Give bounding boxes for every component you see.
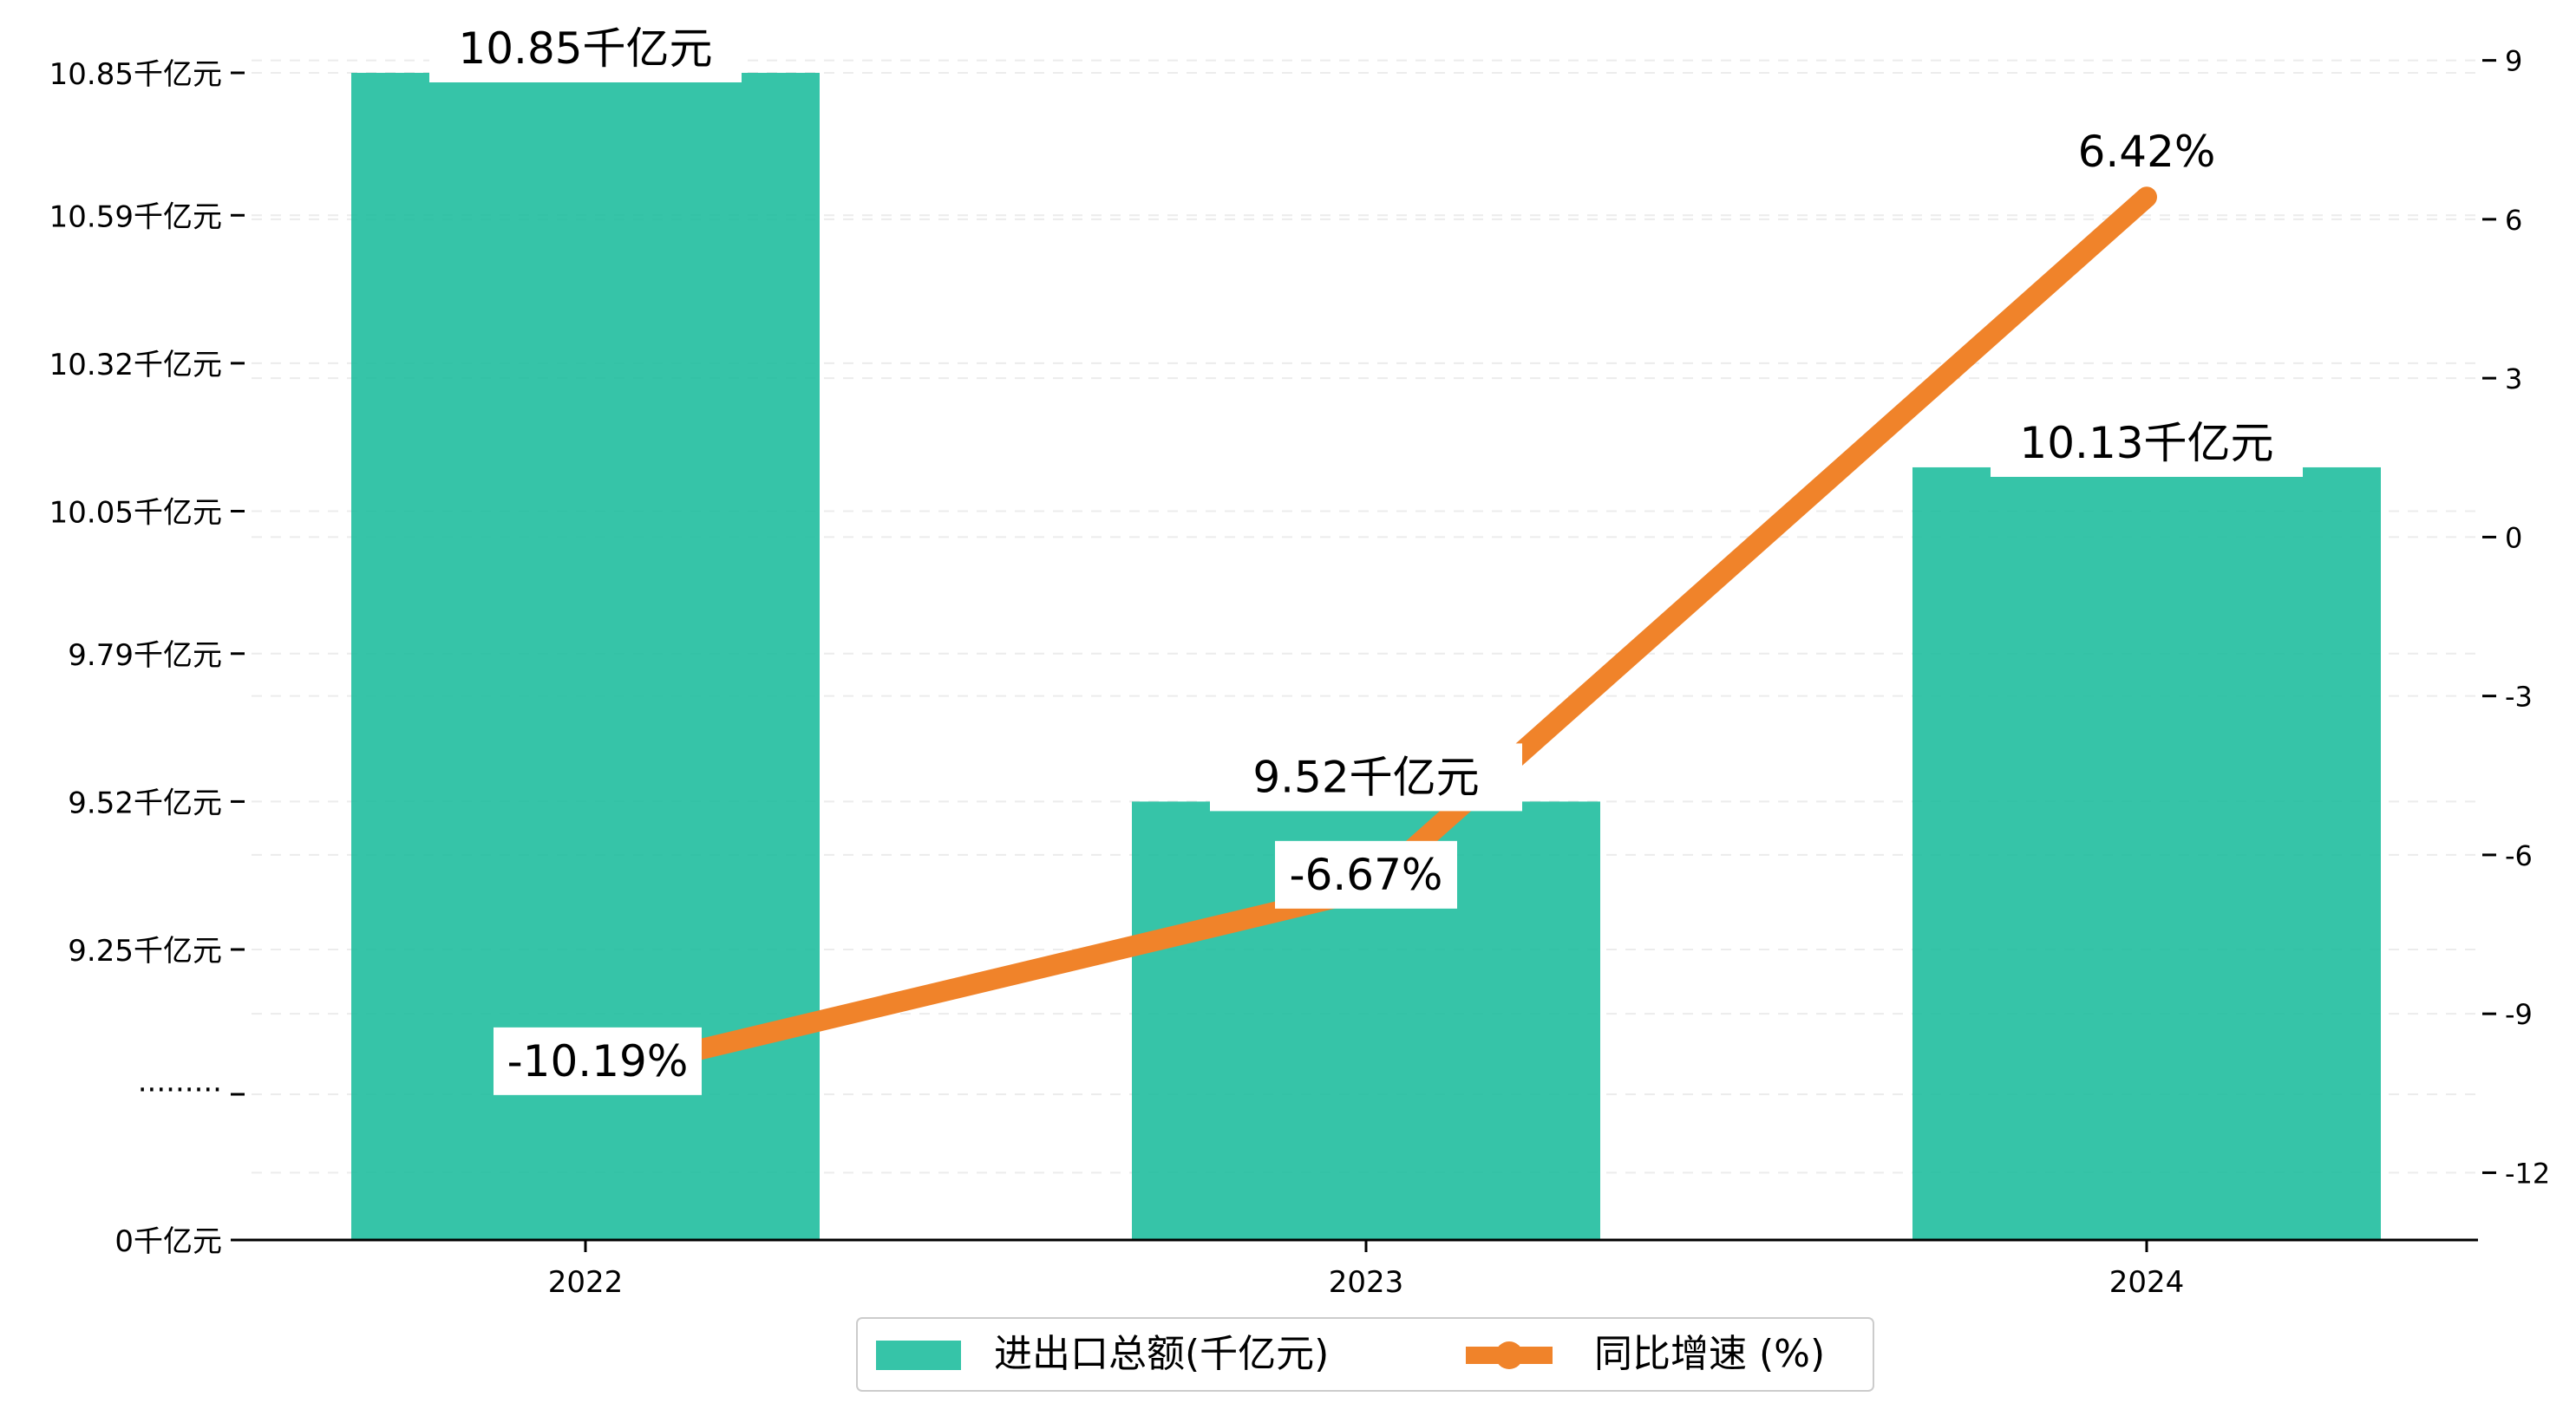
right-axis: -12 -9 -6 -3 0 3 6 9	[2482, 45, 2550, 1190]
line-value-label: -6.67%	[1290, 850, 1443, 900]
x-axis: 2022 2023 2024	[548, 1240, 2185, 1300]
left-tick-label: 9.25千亿元	[68, 934, 222, 969]
axis-break-label: ·········	[138, 1073, 222, 1107]
data-labels: 10.85千亿元 9.52千亿元 10.13千亿元 -10.19% -6.67% 6.42…	[429, 15, 2303, 1095]
line-value-label-box	[494, 1027, 702, 1095]
legend-bar-swatch	[876, 1341, 961, 1370]
left-tick-label: 9.79千亿元	[68, 638, 222, 673]
bar	[1912, 467, 2381, 1240]
right-tick-label: -9	[2505, 998, 2533, 1031]
legend-line-label: 同比增速 (%)	[1594, 1332, 1825, 1376]
bar-series	[351, 73, 2381, 1240]
right-tick-label: -12	[2505, 1157, 2550, 1190]
x-tick-label: 2024	[2109, 1265, 2185, 1300]
legend-line-marker	[1495, 1341, 1523, 1369]
legend: 进出口总额(千亿元) 同比增速 (%)	[856, 1317, 1874, 1392]
bar-value-label: 9.52千亿元	[1252, 752, 1479, 802]
x-tick-label: 2022	[548, 1265, 624, 1300]
line-point	[2136, 186, 2157, 208]
left-tick-label: 10.32千亿元	[49, 348, 222, 382]
legend-frame	[856, 1317, 1874, 1392]
right-tick-label: 6	[2505, 204, 2522, 237]
line-value-label: -10.19%	[507, 1036, 689, 1086]
bar-value-label-box	[429, 15, 742, 82]
legend-bar-label: 进出口总额(千亿元)	[994, 1332, 1329, 1376]
line-value-label-box	[2056, 118, 2238, 186]
left-tick-label: 10.05千亿元	[49, 496, 222, 531]
bar-value-label: 10.85千亿元	[458, 23, 712, 74]
left-tick-label: 10.85千亿元	[49, 57, 222, 92]
bar-value-label-box	[1210, 743, 1522, 812]
left-tick-label: 9.52千亿元	[68, 786, 222, 820]
right-tick-label: -6	[2505, 839, 2533, 872]
x-tick-label: 2023	[1329, 1265, 1404, 1300]
right-tick-label: 9	[2505, 45, 2522, 78]
line-value-label: 6.42%	[2078, 127, 2216, 177]
bar-value-label-box	[1991, 408, 2303, 477]
right-tick-label: -3	[2505, 681, 2533, 714]
left-tick-label: 10.59千亿元	[49, 199, 222, 234]
left-tick-label: 0千亿元	[114, 1224, 222, 1259]
bar-value-label: 10.13千亿元	[2019, 418, 2273, 468]
right-tick-label: 0	[2505, 521, 2522, 554]
left-axis: 0千亿元 9.25千亿元 9.52千亿元 9.79千亿元 10.05千亿元 10.32千亿…	[49, 57, 245, 1259]
right-tick-label: 3	[2505, 362, 2522, 395]
line-value-label-box	[1275, 840, 1457, 909]
